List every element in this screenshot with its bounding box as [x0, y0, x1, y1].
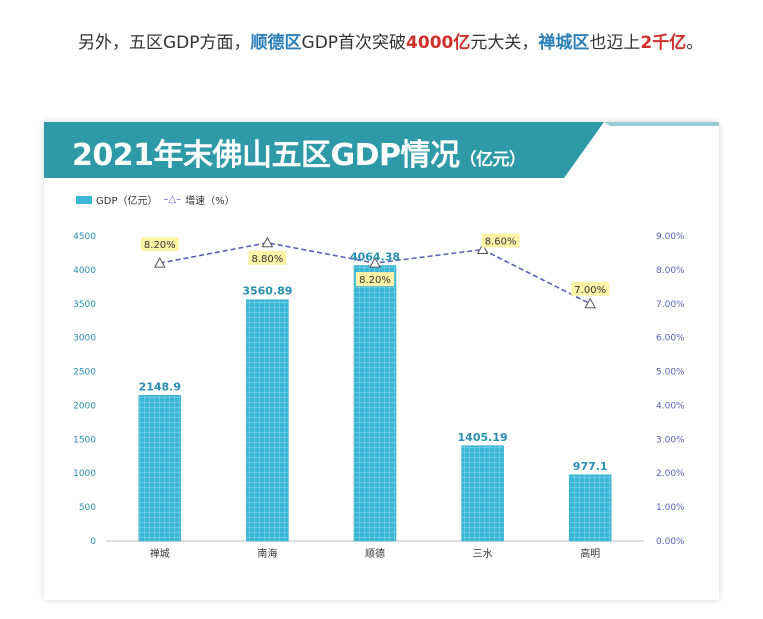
y-left-tick-label: 2500	[73, 368, 96, 378]
chart-card: 2021年末佛山五区GDP情况（亿元） GDP（亿元） –△– 增速（%） 0 5…	[44, 122, 719, 600]
para-text-4: 也迈上	[589, 33, 641, 53]
y-left-tick-label: 1500	[73, 435, 96, 445]
para-highlight-4000: 4000亿	[406, 33, 471, 53]
y-left-tick-label: 4000	[73, 266, 96, 276]
growth-rate-label: 8.80%	[252, 254, 284, 265]
chart-title-text: 2021年末佛山五区GDP情况	[72, 138, 460, 173]
growth-rate-marker	[153, 257, 166, 268]
intro-paragraph: 另外，五区GDP方面，顺德区GDP首次突破4000亿元大关，禅城区也迈上2千亿。	[30, 28, 740, 59]
para-highlight-shunde: 顺德区	[250, 33, 302, 53]
growth-rate-marker	[369, 257, 381, 268]
growth-rate-label-bg	[481, 233, 520, 248]
growth-rate-marker	[261, 236, 274, 248]
y-left-tick-label: 3000	[73, 334, 96, 344]
y-right-tick-label: 9.00%	[656, 232, 685, 242]
growth-rate-marker	[476, 243, 489, 255]
gdp-bar	[138, 395, 182, 542]
chart-title-unit: （亿元）	[459, 150, 527, 170]
gdp-bar-value-label: 1405.19	[458, 431, 508, 444]
y-right-tick-label: 7.00%	[656, 300, 685, 310]
growth-rate-label: 8.20%	[144, 240, 176, 251]
y-right-tick-label: 1.00%	[656, 503, 685, 513]
legend-bar-label: GDP（亿元）	[96, 196, 158, 207]
gdp-bar	[568, 474, 612, 542]
growth-rate-label: 8.20%	[359, 275, 391, 286]
growth-rate-marker	[584, 297, 597, 309]
y-right-tick-label: 0.00%	[656, 537, 685, 547]
growth-rate-label: 7.00%	[574, 285, 606, 296]
gdp-bar-value-label: 3560.89	[242, 285, 292, 298]
gdp-bar-value-label: 977.1	[573, 460, 608, 473]
gdp-bar-value-label: 2148.9	[139, 380, 181, 393]
y-right-tick-label: 3.00%	[656, 435, 685, 445]
legend-bar-swatch	[76, 195, 92, 204]
para-highlight-2000: 2千亿	[640, 33, 687, 53]
para-text-3: 元大关，	[470, 33, 539, 53]
y-left-tick-label: 4500	[73, 232, 96, 242]
y-right-tick-label: 5.00%	[656, 368, 685, 378]
y-left-tick-label: 500	[79, 503, 96, 513]
y-left-tick-label: 1000	[73, 469, 96, 479]
para-text-1: 另外，五区GDP方面，	[78, 33, 251, 53]
chart-title: 2021年末佛山五区GDP情况（亿元）	[72, 130, 526, 174]
growth-rate-label-bg	[140, 237, 179, 252]
x-tick-label: 顺德	[365, 547, 385, 560]
x-tick-label: 三水	[473, 548, 493, 560]
growth-rate-label-bg	[248, 250, 287, 265]
growth-rate-label-bg	[571, 281, 610, 296]
gdp-chart: 0 500 1000 1500 2000 2500 3000 3500 4000 4500 0.00…	[73, 232, 685, 560]
legend-line-swatch: –△–	[163, 194, 182, 205]
para-highlight-chancheng: 禅城区	[538, 33, 590, 53]
gdp-bar	[246, 299, 289, 542]
y-right-tick-label: 4.00%	[656, 401, 685, 411]
y-right-tick-label: 8.00%	[656, 266, 685, 276]
title-banner	[44, 122, 719, 178]
growth-rate-label: 8.60%	[485, 237, 517, 248]
y-left-tick-label: 0	[90, 537, 96, 547]
gdp-bar	[353, 265, 397, 542]
gdp-bar	[461, 445, 504, 542]
x-tick-label: 高明	[580, 547, 600, 560]
para-text-2: GDP首次突破	[301, 33, 407, 53]
chart-legend: GDP（亿元） –△– 增速（%）	[76, 192, 235, 207]
y-left-tick-label: 2000	[73, 401, 96, 411]
x-tick-label: 禅城	[150, 547, 170, 560]
y-right-tick-label: 6.00%	[656, 334, 685, 344]
gdp-bar-value-label: 4064.38	[350, 251, 400, 264]
para-text-5: 。	[686, 33, 704, 53]
y-right-tick-label: 2.00%	[656, 469, 685, 479]
legend-line-label: 增速（%）	[185, 196, 235, 207]
x-tick-label: 南海	[257, 547, 277, 560]
growth-rate-label-bg	[356, 272, 394, 287]
y-left-tick-label: 3500	[73, 300, 96, 310]
